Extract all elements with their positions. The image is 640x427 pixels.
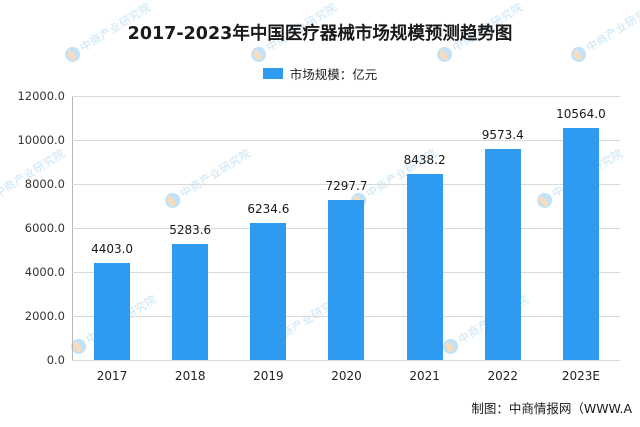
bar-slot: 6234.6 2019 [229, 96, 307, 383]
bar[interactable] [94, 263, 131, 360]
bar-value-label: 7297.7 [325, 178, 368, 193]
legend-label-market-size: 市场规模：亿元 [289, 67, 378, 82]
bar[interactable] [172, 243, 209, 360]
source-note: 制图：中商情报网（WWW.A [471, 401, 632, 416]
gridline: 12000.0 [17, 89, 620, 103]
bar-value-label: 5283.6 [169, 222, 212, 237]
bar[interactable] [328, 199, 365, 360]
x-axis-tick-label: 2018 [174, 369, 206, 383]
y-axis-tick-label: 10000.0 [17, 133, 65, 147]
bar-value-label: 4403.0 [91, 242, 134, 257]
x-axis-tick-label: 2020 [331, 369, 362, 383]
x-axis-tick-label: 2019 [253, 369, 284, 383]
watermark-text: 中商产业研究院 [0, 146, 68, 201]
watermark-logo-icon [434, 43, 455, 65]
watermark-logo-icon [62, 43, 83, 65]
gridline: 0.0 [47, 353, 620, 367]
watermark-logo-icon [248, 43, 269, 65]
bar-value-label: 8438.2 [403, 153, 446, 168]
bar-value-label: 10564.0 [556, 106, 606, 121]
gridline: 8000.0 [25, 177, 620, 191]
gridline: 10000.0 [17, 133, 620, 147]
y-axis-tick-label: 4000.0 [24, 265, 65, 279]
bar-slot: 10564.0 2023E [542, 96, 620, 383]
y-axis-tick-label: 2000.0 [24, 309, 65, 323]
chart-legend: 市场规模：亿元 [0, 64, 640, 83]
x-axis-tick-label: 2021 [409, 369, 440, 383]
bar[interactable] [562, 127, 599, 360]
watermark-logo-icon [568, 43, 589, 65]
x-axis-tick-label: 2023E [561, 369, 600, 383]
y-axis-tick-label: 8000.0 [24, 177, 65, 191]
bar[interactable] [250, 222, 287, 360]
plot-area: 12000.0 10000.0 8000.0 6000.0 4000.0 200… [17, 89, 620, 384]
bar[interactable] [406, 174, 443, 360]
bar-series: 4403.0 2017 5283.6 2018 6234.6 2019 7297… [73, 96, 620, 384]
chart-title: 2017-2023年中国医疗器械市场规模预测趋势图 [127, 24, 513, 44]
bar-slot: 5283.6 2018 [151, 96, 229, 383]
bar-slot: 8438.2 2021 [386, 96, 464, 383]
bar-value-label: 6234.6 [247, 201, 290, 216]
bar-value-label: 9573.4 [481, 128, 524, 143]
bar-slot: 4403.0 2017 [73, 96, 151, 383]
bar[interactable] [484, 149, 521, 360]
x-axis-tick-label: 2022 [487, 369, 519, 383]
legend-swatch-market-size [262, 68, 283, 79]
x-axis-tick-label: 2017 [96, 369, 128, 383]
y-axis-tick-label: 12000.0 [17, 89, 65, 103]
bar-slot: 7297.7 2020 [307, 96, 385, 384]
y-axis-tick-label: 0.0 [46, 353, 65, 367]
bar-slot: 9573.4 2022 [464, 96, 542, 383]
y-axis-tick-label: 6000.0 [24, 221, 65, 235]
